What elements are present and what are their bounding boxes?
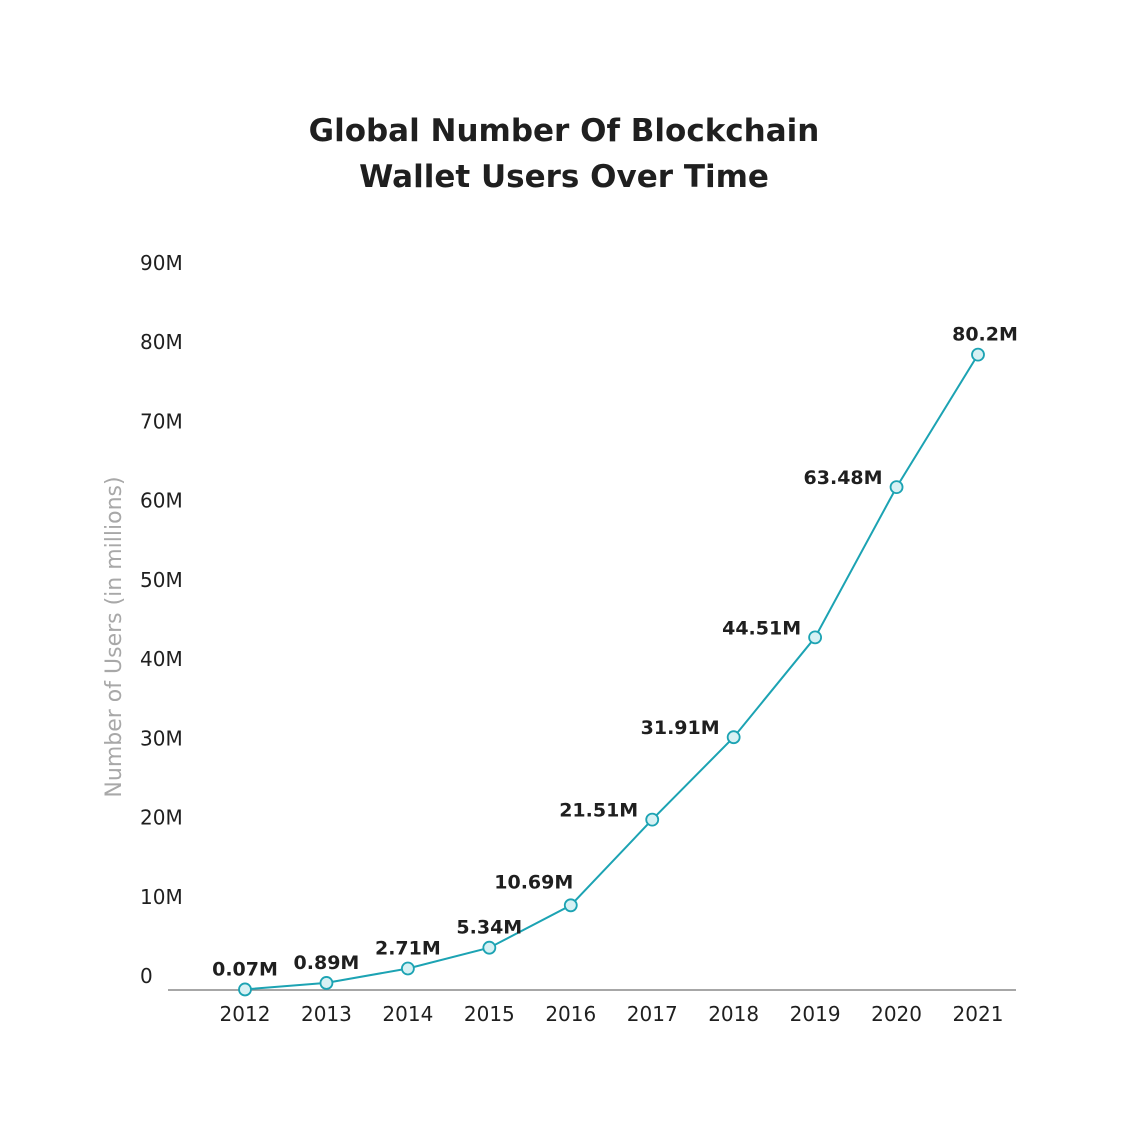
x-tick-label: 2018 [708, 1002, 759, 1026]
data-label: 21.51M [559, 800, 638, 822]
data-point-marker [808, 630, 823, 645]
y-tick-label: 70M [140, 409, 183, 433]
y-tick-label: 60M [140, 489, 183, 513]
y-tick-label: 40M [140, 647, 183, 671]
y-tick-label: 50M [140, 568, 183, 592]
data-point-marker [889, 480, 904, 494]
data-label: 80.2M [952, 324, 1018, 346]
data-label: 10.69M [494, 871, 573, 893]
data-label: 0.07M [212, 958, 278, 980]
data-point-marker [482, 940, 497, 955]
data-label: 2.71M [375, 938, 441, 960]
x-tick-label: 2020 [871, 1002, 922, 1026]
chart-title-line-2: Wallet Users Over Time [359, 159, 769, 195]
data-label: 5.34M [456, 917, 522, 939]
data-labels: 0.07M 0.89M 2.71M 5.34M 10.69M 21.51M 31.91M 44… [212, 324, 1018, 981]
x-tick-label: 2017 [627, 1002, 678, 1026]
y-axis-label: Number of Users (in millions) [102, 476, 127, 797]
data-label: 0.89M [294, 952, 360, 974]
data-point-marker [400, 961, 415, 976]
x-tick-label: 2016 [545, 1002, 596, 1026]
x-tick-label: 2013 [301, 1002, 352, 1026]
data-point-marker [726, 730, 741, 745]
x-tick-labels: 2012 2013 2014 2015 2016 2017 2018 2019 2020 2021 [220, 1002, 1004, 1026]
data-label: 63.48M [804, 467, 883, 489]
y-tick-label: 30M [140, 726, 183, 750]
y-tick-labels: 0 10M 20M 30M 40M 50M 60M 70M 80M 90M [140, 251, 183, 988]
series-line [244, 354, 979, 991]
chart-title-line-1: Global Number Of Blockchain [309, 113, 820, 149]
data-point-marker [645, 812, 660, 827]
series-markers [238, 347, 985, 997]
y-tick-label: 10M [140, 885, 183, 909]
y-tick-label: 0 [140, 964, 153, 988]
x-tick-label: 2012 [220, 1002, 271, 1026]
data-label: 44.51M [722, 617, 801, 639]
data-label: 31.91M [641, 717, 720, 739]
data-point-marker [563, 898, 578, 913]
x-tick-label: 2014 [382, 1002, 433, 1026]
y-tick-label: 80M [140, 330, 183, 354]
data-point-marker [971, 347, 985, 362]
y-tick-label: 20M [140, 806, 183, 830]
x-tick-label: 2019 [790, 1002, 841, 1026]
data-point-marker [238, 982, 252, 997]
y-tick-label: 90M [140, 251, 183, 275]
data-point-marker [319, 976, 334, 990]
x-tick-label: 2021 [953, 1002, 1004, 1026]
x-tick-label: 2015 [464, 1002, 515, 1026]
